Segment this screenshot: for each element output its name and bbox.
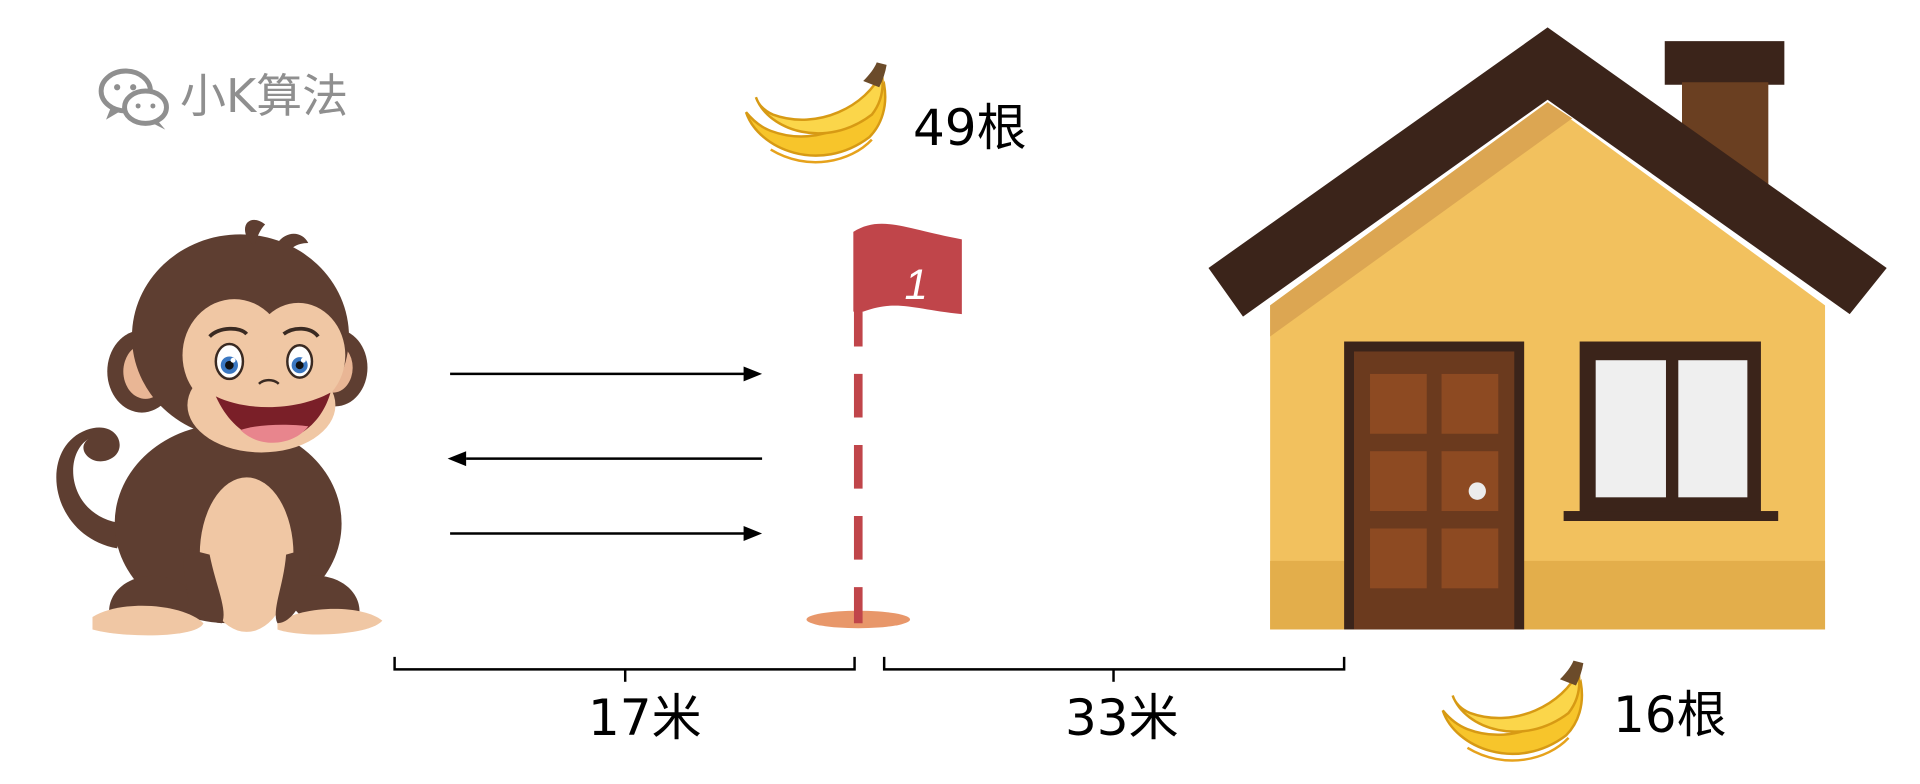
banana-icon-home bbox=[1441, 659, 1585, 762]
flag-banana-count: 49根 bbox=[913, 99, 1027, 157]
distance-brace-1 bbox=[393, 656, 856, 682]
distance-brace-2 bbox=[882, 656, 1346, 682]
arrow-right-2 bbox=[743, 525, 763, 541]
logo-text: 小K算法 bbox=[180, 69, 349, 123]
monkey-illustration bbox=[56, 219, 383, 636]
flag-icon bbox=[806, 223, 962, 629]
house-illustration bbox=[1208, 27, 1887, 630]
arrows bbox=[447, 366, 763, 541]
distance-label-2: 33米 bbox=[1065, 689, 1179, 747]
flag-number: 1 bbox=[905, 261, 928, 308]
arrow-left bbox=[447, 451, 467, 467]
banana-icon-flag bbox=[744, 61, 888, 164]
home-banana-count: 16根 bbox=[1613, 686, 1727, 744]
distance-label-1: 17米 bbox=[588, 689, 702, 747]
arrow-right-1 bbox=[743, 366, 763, 382]
wechat-icon bbox=[98, 68, 169, 130]
